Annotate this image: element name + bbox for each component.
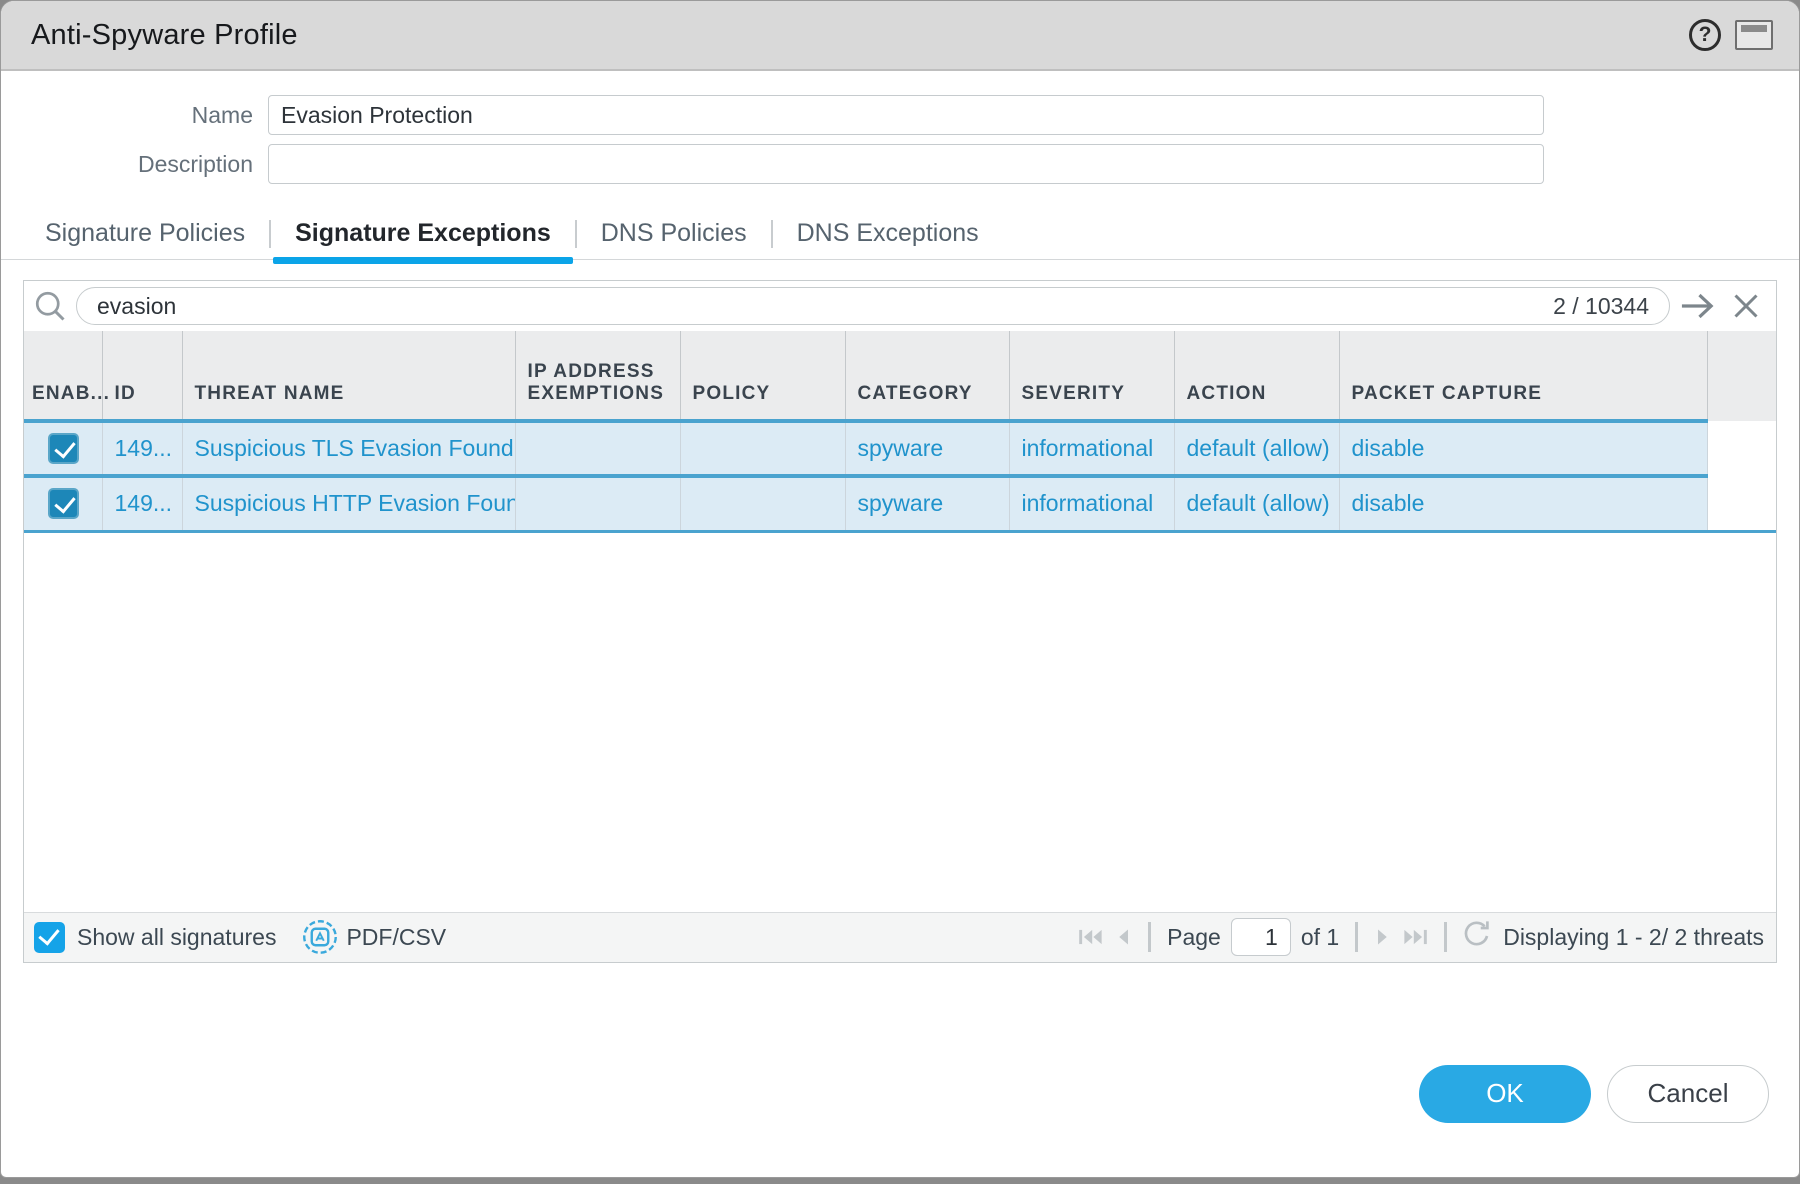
refresh-icon[interactable]: [1461, 918, 1493, 956]
enable-cell: [24, 474, 103, 533]
search-match-count: 2 / 10344: [1553, 292, 1649, 319]
titlebar-icons: [1689, 19, 1773, 51]
profile-form: Name Description: [1, 71, 1799, 184]
table-row[interactable]: 149... Suspicious HTTP Evasion Found spy…: [24, 474, 1776, 533]
column-header-severity[interactable]: SEVERITY: [1009, 331, 1175, 421]
tab-separator: [574, 219, 577, 248]
row-spacer-cell: [1707, 476, 1776, 533]
first-page-icon[interactable]: [1078, 927, 1104, 947]
pager-separator: [1355, 922, 1359, 952]
severity-cell: informational: [1009, 474, 1175, 533]
search-icon[interactable]: [32, 288, 68, 324]
signature-exceptions-table: ENAB... ID THREAT NAME IP ADDRESS EXEMPT…: [24, 331, 1776, 533]
threat-id-cell[interactable]: 149...: [102, 474, 183, 533]
threat-name-cell[interactable]: Suspicious TLS Evasion Found: [182, 419, 516, 476]
description-input[interactable]: [268, 144, 1544, 184]
ip-address-exemptions-cell: [515, 474, 681, 533]
search-pill: 2 / 10344: [76, 287, 1670, 325]
description-row: Description: [1, 144, 1799, 184]
pdf-csv-icon: [303, 920, 338, 954]
tab-bar: Signature Policies Signature Exceptions …: [1, 208, 1799, 264]
table-row[interactable]: 149... Suspicious TLS Evasion Found spyw…: [24, 419, 1776, 476]
page-number-input[interactable]: [1230, 918, 1291, 956]
pager-separator: [1148, 922, 1152, 952]
action-cell[interactable]: default (allow): [1174, 419, 1340, 476]
page-label: Page: [1167, 923, 1221, 950]
pager-separator: [1444, 922, 1448, 952]
search-clear-icon[interactable]: [1726, 291, 1766, 321]
displaying-group: Displaying 1 - 2/ 2 threats: [1461, 918, 1764, 956]
help-icon[interactable]: [1689, 19, 1721, 51]
name-row: Name: [1, 95, 1799, 135]
search-go-icon[interactable]: [1678, 291, 1718, 321]
dialog-title: Anti-Spyware Profile: [31, 18, 298, 51]
search-bar: 2 / 10344: [24, 281, 1776, 331]
last-page-icon[interactable]: [1402, 927, 1428, 947]
severity-cell: informational: [1009, 419, 1175, 476]
ip-address-exemptions-cell: [515, 419, 681, 476]
tab-separator: [770, 219, 773, 248]
table-footer: Show all signatures PDF/CSV Page: [24, 911, 1776, 962]
signature-exceptions-panel: 2 / 10344 ENAB... ID THREAT NAME IP ADDR…: [23, 280, 1777, 963]
ok-button[interactable]: OK: [1419, 1064, 1591, 1123]
dialog-titlebar: Anti-Spyware Profile: [1, 1, 1799, 71]
page-of-label: of 1: [1300, 923, 1340, 950]
threat-name-cell[interactable]: Suspicious HTTP Evasion Found: [182, 474, 516, 533]
policy-cell: [680, 419, 846, 476]
tab-dns-policies[interactable]: DNS Policies: [600, 219, 747, 247]
docs-panel-icon[interactable]: [1735, 20, 1773, 50]
cancel-button[interactable]: Cancel: [1607, 1064, 1769, 1123]
tab-dns-exceptions[interactable]: DNS Exceptions: [796, 219, 979, 247]
packet-capture-cell[interactable]: disable: [1339, 474, 1708, 533]
category-cell: spyware: [845, 419, 1010, 476]
policy-cell: [680, 474, 846, 533]
column-header-ip-address-exemptions[interactable]: IP ADDRESS EXEMPTIONS: [515, 331, 681, 421]
enable-cell: [24, 419, 103, 476]
enable-checkbox[interactable]: [48, 488, 80, 520]
column-header-spacer: [1707, 331, 1776, 421]
displaying-text: Displaying 1 - 2/ 2 threats: [1503, 923, 1764, 950]
packet-capture-cell[interactable]: disable: [1339, 419, 1708, 476]
action-cell[interactable]: default (allow): [1174, 474, 1340, 533]
pdf-csv-export[interactable]: PDF/CSV: [302, 919, 446, 955]
column-header-policy[interactable]: POLICY: [680, 331, 846, 421]
show-all-signatures-label: Show all signatures: [77, 923, 277, 950]
column-header-enable[interactable]: ENAB...: [24, 331, 109, 421]
table-header-row: ENAB... ID THREAT NAME IP ADDRESS EXEMPT…: [24, 331, 1776, 421]
pagination: Page of 1: [1078, 918, 1453, 956]
name-input[interactable]: [268, 95, 1544, 135]
docs-panel-icon-bar: [1741, 25, 1767, 32]
next-page-icon[interactable]: [1374, 927, 1392, 947]
tab-signature-policies[interactable]: Signature Policies: [45, 219, 246, 247]
description-label: Description: [137, 150, 253, 177]
dialog-actions: OK Cancel: [1, 1064, 1799, 1123]
pdf-csv-label: PDF/CSV: [346, 923, 447, 950]
tab-separator: [269, 219, 272, 248]
threat-id-cell[interactable]: 149...: [102, 419, 183, 476]
search-input[interactable]: [97, 292, 1544, 320]
table-empty-area: [24, 532, 1776, 912]
column-header-packet-capture[interactable]: PACKET CAPTURE: [1339, 331, 1708, 421]
show-all-signatures-checkbox[interactable]: [34, 921, 65, 953]
column-header-category[interactable]: CATEGORY: [845, 331, 1010, 421]
column-header-threat-name[interactable]: THREAT NAME: [182, 331, 516, 421]
category-cell: spyware: [845, 474, 1010, 533]
row-spacer-cell: [1707, 421, 1776, 476]
column-header-action[interactable]: ACTION: [1174, 331, 1340, 421]
column-header-id[interactable]: ID: [102, 331, 183, 421]
tab-signature-exceptions[interactable]: Signature Exceptions: [273, 208, 573, 264]
name-label: Name: [191, 101, 253, 128]
enable-checkbox[interactable]: [48, 433, 80, 464]
prev-page-icon[interactable]: [1114, 927, 1132, 947]
